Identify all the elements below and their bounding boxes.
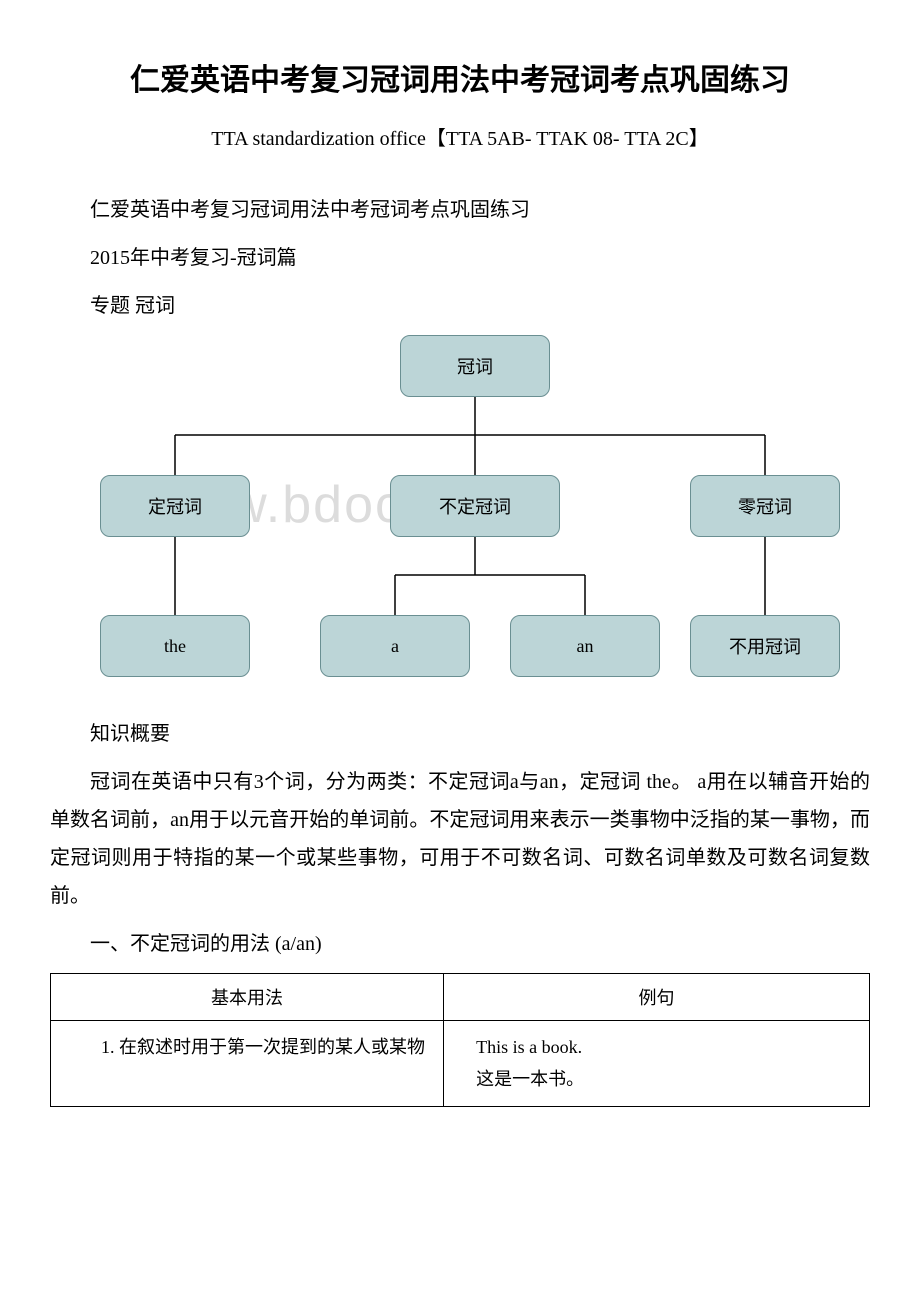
node-label: a: [391, 636, 399, 657]
intro-line-3: 专题 冠词: [50, 287, 870, 325]
node-the: the: [100, 615, 250, 677]
intro-line-2: 2015年中考复习-冠词篇: [50, 239, 870, 277]
node-no-article: 不用冠词: [690, 615, 840, 677]
node-label: 定冠词: [148, 493, 202, 519]
example-en: This is a book.: [458, 1031, 855, 1063]
page-title: 仁爱英语中考复习冠词用法中考冠词考点巩固练习: [50, 60, 870, 102]
page-subtitle: TTA standardization office【TTA 5AB- TTAK…: [50, 122, 870, 151]
node-a: a: [320, 615, 470, 677]
table-row: 基本用法 例句: [51, 974, 870, 1021]
node-label: the: [164, 636, 186, 657]
table-cell: This is a book. 这是一本书。: [444, 1021, 870, 1107]
node-root: 冠词: [400, 335, 550, 397]
node-an: an: [510, 615, 660, 677]
node-label: an: [577, 636, 594, 657]
node-indefinite: 不定冠词: [390, 475, 560, 537]
node-label: 不用冠词: [729, 633, 801, 659]
node-label: 不定冠词: [439, 493, 511, 519]
node-label: 零冠词: [738, 493, 792, 519]
intro-line-1: 仁爱英语中考复习冠词用法中考冠词考点巩固练习: [50, 191, 870, 229]
section-heading-overview: 知识概要: [50, 715, 870, 753]
node-definite: 定冠词: [100, 475, 250, 537]
table-cell: 1. 在叙述时用于第一次提到的某人或某物: [51, 1021, 444, 1107]
node-zero: 零冠词: [690, 475, 840, 537]
node-label: 冠词: [457, 353, 493, 379]
hierarchy-diagram: www.bdocx.com 冠词 定冠词 不定冠词 零冠词 the a an: [70, 335, 850, 695]
table-header: 基本用法: [51, 974, 444, 1021]
overview-body: 冠词在英语中只有3个词，分为两类：不定冠词a与an，定冠词 the。 a用在以辅…: [50, 763, 870, 915]
section-heading-usage: 一、不定冠词的用法 (a/an): [50, 925, 870, 963]
usage-table: 基本用法 例句 1. 在叙述时用于第一次提到的某人或某物 This is a b…: [50, 973, 870, 1107]
example-zh: 这是一本书。: [458, 1063, 855, 1095]
table-row: 1. 在叙述时用于第一次提到的某人或某物 This is a book. 这是一…: [51, 1021, 870, 1107]
table-header: 例句: [444, 974, 870, 1021]
